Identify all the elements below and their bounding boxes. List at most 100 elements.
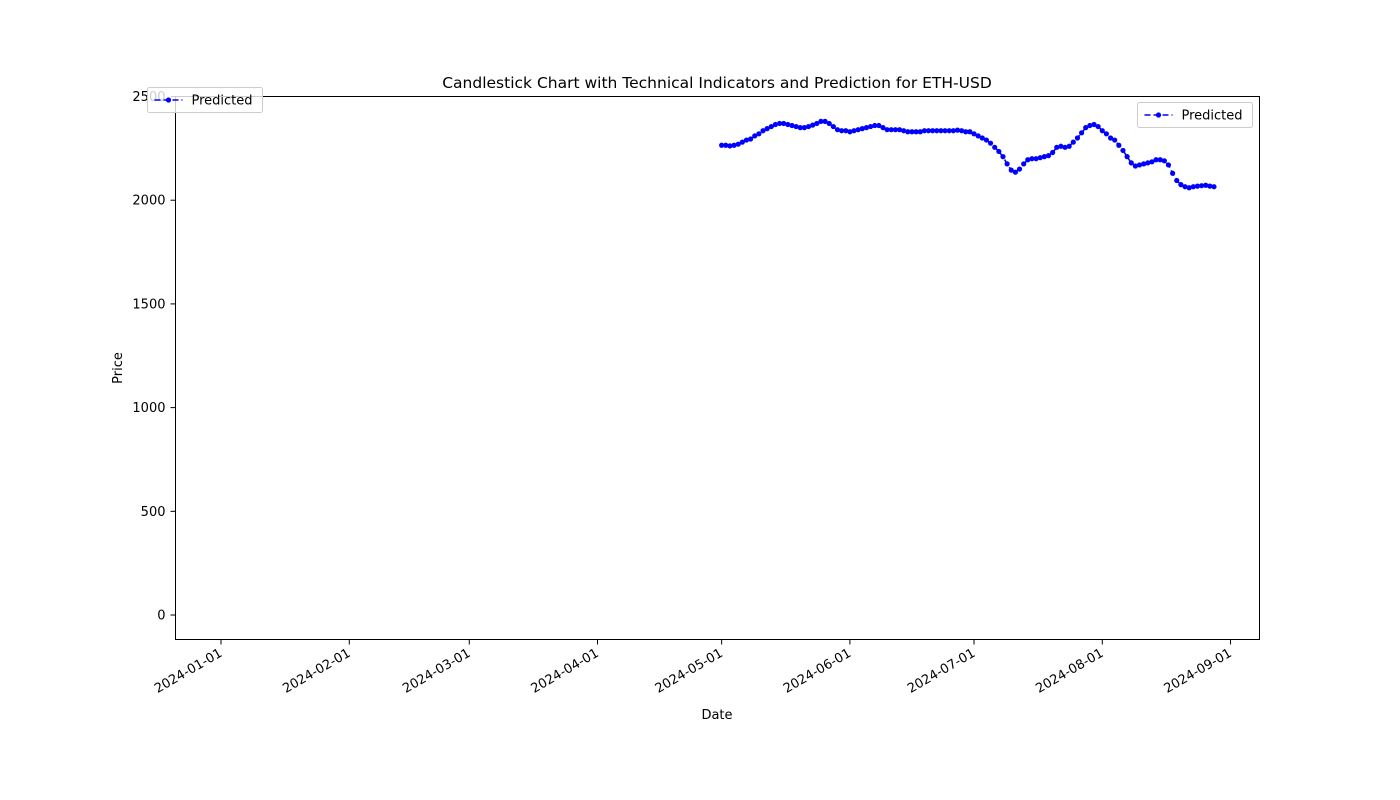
data-point bbox=[839, 128, 845, 134]
data-point bbox=[1198, 183, 1205, 189]
data-point bbox=[1062, 144, 1068, 150]
data-point bbox=[1066, 143, 1072, 149]
data-point bbox=[1136, 162, 1143, 168]
data-point bbox=[760, 128, 766, 134]
data-point bbox=[1050, 149, 1056, 156]
plot-frame bbox=[175, 96, 1260, 640]
x-tick-label: 2024-09-01 bbox=[1162, 646, 1235, 697]
data-point bbox=[942, 128, 948, 134]
data-point bbox=[1021, 161, 1027, 167]
data-point bbox=[880, 125, 886, 131]
data-point bbox=[1149, 159, 1155, 165]
legend-top-right: Predicted bbox=[1137, 102, 1253, 128]
data-point bbox=[1016, 166, 1023, 172]
data-point bbox=[756, 131, 762, 137]
data-point bbox=[781, 120, 787, 127]
plot-area bbox=[719, 118, 1217, 191]
data-point bbox=[772, 121, 779, 128]
data-point bbox=[723, 142, 729, 148]
y-tick-label: 2000 bbox=[132, 194, 165, 209]
data-point bbox=[930, 128, 936, 134]
data-point bbox=[1182, 184, 1188, 190]
y-axis: 05001000150020002500 bbox=[132, 90, 176, 624]
data-point bbox=[1107, 135, 1114, 141]
data-point bbox=[1116, 142, 1122, 148]
data-point bbox=[1161, 158, 1167, 164]
data-point bbox=[1174, 177, 1180, 184]
data-point bbox=[1165, 162, 1172, 168]
data-point bbox=[992, 144, 998, 150]
data-point bbox=[1124, 154, 1130, 160]
data-point bbox=[1000, 154, 1006, 160]
data-point bbox=[913, 129, 919, 135]
data-point bbox=[1157, 157, 1163, 163]
data-point bbox=[1194, 183, 1201, 189]
data-point bbox=[909, 129, 915, 135]
data-point bbox=[1112, 137, 1118, 143]
data-point bbox=[743, 137, 750, 143]
y-tick-label: 500 bbox=[141, 505, 166, 520]
data-point bbox=[1083, 125, 1089, 131]
legend-label: Predicted bbox=[192, 94, 253, 109]
legend-box bbox=[147, 87, 263, 113]
x-axis-label: Date bbox=[701, 708, 732, 723]
data-point bbox=[1054, 144, 1060, 150]
data-point bbox=[876, 122, 882, 129]
data-point bbox=[826, 120, 832, 127]
data-point bbox=[938, 128, 944, 134]
data-point bbox=[859, 126, 865, 132]
data-point bbox=[1041, 154, 1047, 160]
data-point bbox=[1186, 185, 1192, 191]
data-point bbox=[1012, 169, 1018, 175]
data-point bbox=[867, 123, 874, 130]
data-point bbox=[1058, 143, 1064, 149]
chart-title: Candlestick Chart with Technical Indicat… bbox=[442, 74, 992, 92]
data-point bbox=[1203, 182, 1209, 188]
x-axis: 2024-01-01 2024-02-01 2024-03-01 2024-04-01… bbox=[152, 639, 1235, 697]
x-tick-label: 2024-07-01 bbox=[905, 646, 978, 697]
data-point bbox=[1141, 161, 1147, 167]
x-tick-label: 2024-08-01 bbox=[1033, 646, 1106, 697]
data-point bbox=[921, 128, 927, 134]
data-point bbox=[1170, 170, 1176, 176]
data-point bbox=[959, 128, 965, 134]
data-point bbox=[975, 133, 981, 139]
data-point bbox=[797, 125, 803, 131]
x-tick-label: 2024-05-01 bbox=[653, 646, 726, 697]
data-point bbox=[863, 125, 870, 131]
data-point bbox=[830, 123, 836, 130]
data-point bbox=[747, 136, 754, 142]
data-point bbox=[735, 141, 741, 147]
data-point bbox=[814, 120, 820, 127]
data-point bbox=[731, 142, 737, 148]
data-point bbox=[1033, 156, 1039, 162]
data-point bbox=[1211, 184, 1217, 190]
legends: Predicted Predicted bbox=[147, 87, 1253, 128]
data-point bbox=[805, 123, 812, 130]
data-point bbox=[971, 131, 977, 137]
legend-top-left: Predicted bbox=[147, 87, 263, 113]
data-point bbox=[1120, 147, 1126, 154]
x-tick-label: 2024-02-01 bbox=[280, 646, 353, 697]
x-tick-label: 2024-06-01 bbox=[781, 646, 854, 697]
data-point bbox=[892, 127, 899, 133]
data-point bbox=[785, 121, 791, 128]
data-point bbox=[1095, 123, 1101, 130]
data-point bbox=[1004, 161, 1010, 167]
data-point bbox=[934, 128, 940, 134]
data-point bbox=[834, 127, 841, 133]
data-point bbox=[917, 129, 923, 135]
data-point bbox=[884, 127, 890, 133]
data-point bbox=[768, 123, 774, 130]
y-axis-label: Price bbox=[111, 352, 126, 384]
legend-label: Predicted bbox=[1182, 109, 1243, 124]
data-point bbox=[925, 128, 932, 134]
data-point bbox=[855, 127, 861, 133]
y-tick-label: 1500 bbox=[132, 297, 165, 312]
data-point bbox=[950, 128, 956, 134]
data-point bbox=[822, 118, 828, 124]
data-point bbox=[1190, 184, 1196, 190]
data-point bbox=[987, 140, 994, 146]
data-point bbox=[1070, 139, 1076, 145]
